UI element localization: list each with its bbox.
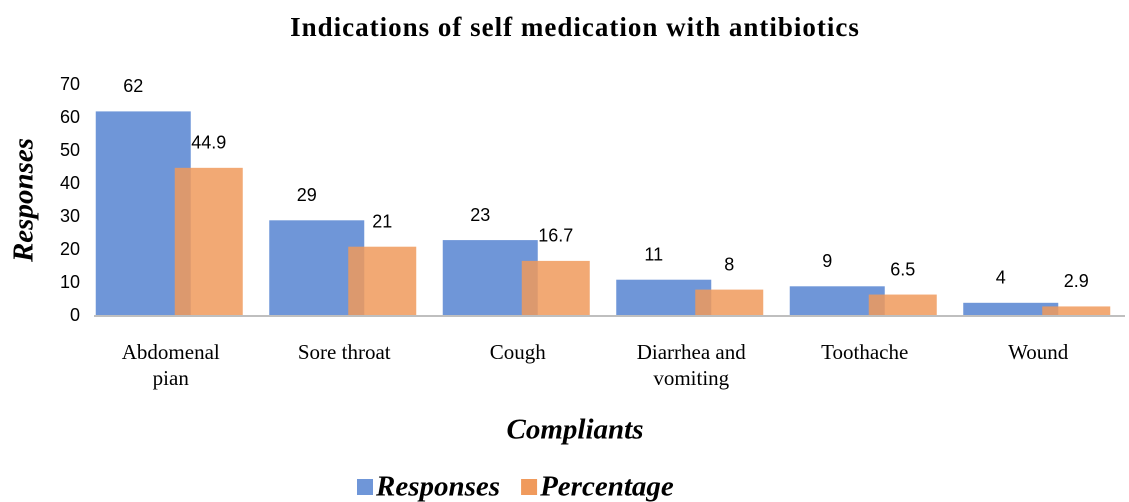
x-tick-label: Diarrhea and vomiting [637, 340, 747, 390]
bar [348, 246, 417, 316]
y-tick-label: 60 [60, 107, 80, 127]
y-tick-label: 50 [60, 140, 80, 160]
legend-swatch [521, 479, 538, 495]
data-label: 2.9 [1064, 271, 1089, 291]
data-label: 62 [123, 76, 143, 96]
x-tick-label: Wound [1008, 340, 1069, 364]
bar [868, 294, 937, 316]
x-tick-label: Abdomenal pian [122, 340, 220, 390]
data-label: 21 [372, 211, 392, 231]
y-tick-label: 10 [60, 272, 80, 292]
y-tick-label: 40 [60, 173, 80, 193]
legend-swatch [357, 479, 373, 495]
bar [963, 302, 1059, 316]
data-label: 6.5 [890, 259, 915, 279]
bar [521, 260, 590, 316]
data-label: 8 [724, 254, 734, 274]
data-label: 44.9 [191, 133, 226, 153]
bar [695, 289, 764, 316]
data-label: 16.7 [538, 226, 573, 246]
y-tick-label: 0 [70, 305, 80, 325]
x-axis-title: Compliants [507, 414, 644, 446]
data-label: 23 [470, 205, 490, 225]
chart-title: Indications of self medication with anti… [290, 12, 860, 42]
data-label: 11 [644, 244, 663, 264]
y-tick-label: 70 [60, 74, 80, 94]
bar [174, 167, 243, 316]
legend-label: Percentage [539, 471, 674, 502]
x-tick-label: Sore throat [298, 340, 391, 364]
legend-label: Responses [375, 471, 500, 502]
y-axis-title: Responses [8, 138, 40, 263]
data-label: 29 [297, 185, 317, 205]
y-tick-label: 30 [60, 206, 80, 226]
x-tick-label: Toothache [821, 340, 908, 364]
bar [1042, 306, 1111, 316]
data-label: 9 [822, 251, 832, 271]
data-label: 4 [996, 268, 1006, 288]
y-tick-label: 20 [60, 239, 80, 259]
x-tick-label: Cough [490, 340, 547, 364]
